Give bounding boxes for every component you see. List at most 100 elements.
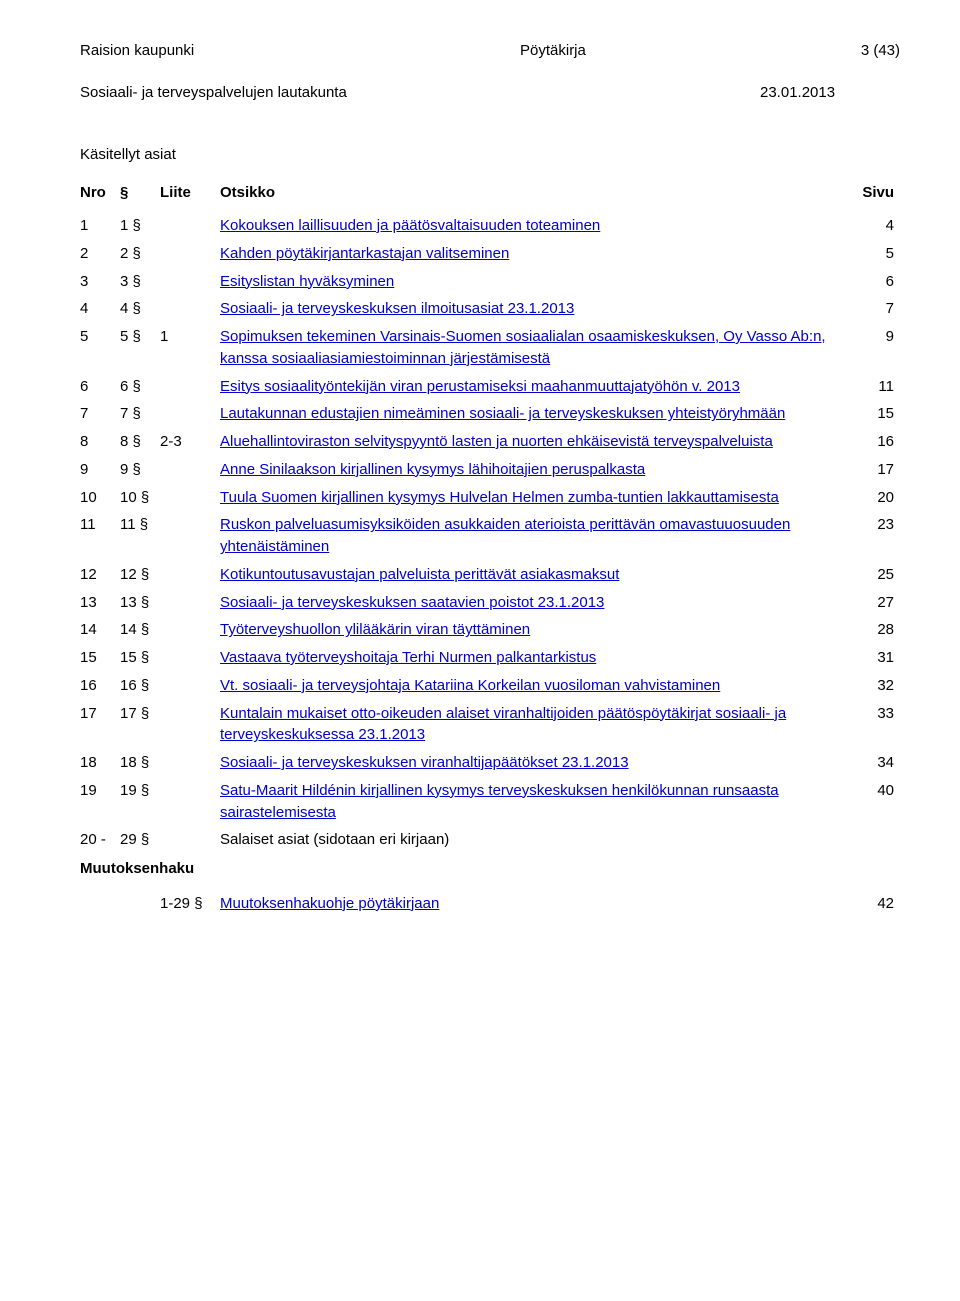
cell-nro: 2 <box>80 240 120 268</box>
cell-nro: 3 <box>80 268 120 296</box>
cell-page: 15 <box>850 400 900 428</box>
cell-title-link[interactable]: Aluehallintoviraston selvityspyyntö last… <box>220 428 850 456</box>
salaiset-sec: 29 § <box>120 826 160 854</box>
cell-sec: 9 § <box>120 456 160 484</box>
page-header: Raision kaupunki Pöytäkirja 3 (43) <box>80 40 900 62</box>
cell-nro: 9 <box>80 456 120 484</box>
cell-sec: 14 § <box>120 616 160 644</box>
cell-title-link[interactable]: Sosiaali- ja terveyskeskuksen saatavien … <box>220 589 850 617</box>
cell-liite <box>160 373 220 401</box>
mh-empty1 <box>80 890 120 918</box>
cell-sec: 16 § <box>120 672 160 700</box>
salaiset-page <box>850 826 900 854</box>
cell-page: 16 <box>850 428 900 456</box>
cell-liite <box>160 400 220 428</box>
cell-title-link[interactable]: Satu-Maarit Hildénin kirjallinen kysymys… <box>220 777 850 827</box>
table-row: 11 §Kokouksen laillisuuden ja päätösvalt… <box>80 212 900 240</box>
col-page: Sivu <box>850 179 900 212</box>
cell-nro: 17 <box>80 700 120 750</box>
agenda-table: Nro § Liite Otsikko Sivu 11 §Kokouksen l… <box>80 179 900 854</box>
cell-title-link[interactable]: Sosiaali- ja terveyskeskuksen ilmoitusas… <box>220 295 850 323</box>
cell-title-link[interactable]: Esitys sosiaalityöntekijän viran perusta… <box>220 373 850 401</box>
cell-title-link[interactable]: Kokouksen laillisuuden ja päätösvaltaisu… <box>220 212 850 240</box>
mh-liite: 1-29 § <box>160 890 220 918</box>
cell-liite <box>160 561 220 589</box>
cell-nro: 11 <box>80 511 120 561</box>
cell-nro: 4 <box>80 295 120 323</box>
cell-title-link[interactable]: Työterveyshuollon ylilääkärin viran täyt… <box>220 616 850 644</box>
cell-liite <box>160 672 220 700</box>
cell-nro: 15 <box>80 644 120 672</box>
table-header-row: Nro § Liite Otsikko Sivu <box>80 179 900 212</box>
mh-title[interactable]: Muutoksenhakuohje pöytäkirjaan <box>220 890 850 918</box>
cell-page: 32 <box>850 672 900 700</box>
table-row: 99 § Anne Sinilaakson kirjallinen kysymys… <box>80 456 900 484</box>
page-subheader: Sosiaali- ja terveyspalvelujen lautakunt… <box>80 82 900 104</box>
cell-nro: 19 <box>80 777 120 827</box>
header-page: 3 (43) <box>820 40 900 62</box>
cell-title-link[interactable]: Kuntalain mukaiset otto-oikeuden alaiset… <box>220 700 850 750</box>
cell-page: 31 <box>850 644 900 672</box>
muutoksenhaku-table: 1-29 § Muutoksenhakuohje pöytäkirjaan 42 <box>80 890 900 918</box>
cell-nro: 12 <box>80 561 120 589</box>
cell-title-link[interactable]: Vt. sosiaali- ja terveysjohtaja Katariin… <box>220 672 850 700</box>
cell-title-link[interactable]: Anne Sinilaakson kirjallinen kysymys läh… <box>220 456 850 484</box>
table-row: 1717 § Kuntalain mukaiset otto-oikeuden a… <box>80 700 900 750</box>
cell-page: 20 <box>850 484 900 512</box>
cell-page: 4 <box>850 212 900 240</box>
cell-title-link[interactable]: Tuula Suomen kirjallinen kysymys Hulvela… <box>220 484 850 512</box>
col-title: Otsikko <box>220 179 850 212</box>
cell-sec: 5 § <box>120 323 160 373</box>
cell-nro: 10 <box>80 484 120 512</box>
salaiset-row: 20 -29 §Salaiset asiat (sidotaan eri kir… <box>80 826 900 854</box>
cell-sec: 10 § <box>120 484 160 512</box>
cell-nro: 7 <box>80 400 120 428</box>
cell-sec: 2 § <box>120 240 160 268</box>
cell-title-link[interactable]: Kotikuntoutusavustajan palveluista perit… <box>220 561 850 589</box>
table-row: 1212 § Kotikuntoutusavustajan palveluista… <box>80 561 900 589</box>
mh-empty2 <box>120 890 160 918</box>
cell-page: 25 <box>850 561 900 589</box>
table-row: 1010 § Tuula Suomen kirjallinen kysymys H… <box>80 484 900 512</box>
cell-page: 40 <box>850 777 900 827</box>
cell-title-link[interactable]: Lautakunnan edustajien nimeäminen sosiaa… <box>220 400 850 428</box>
cell-liite <box>160 749 220 777</box>
table-row: 66 §Esitys sosiaalityöntekijän viran per… <box>80 373 900 401</box>
cell-sec: 12 § <box>120 561 160 589</box>
col-nro: Nro <box>80 179 120 212</box>
table-row: 1515 § Vastaava työterveyshoitaja Terhi … <box>80 644 900 672</box>
salaiset-nro: 20 - <box>80 826 120 854</box>
cell-title-link[interactable]: Kahden pöytäkirjantarkastajan valitsemin… <box>220 240 850 268</box>
col-sec: § <box>120 179 160 212</box>
header-org: Raision kaupunki <box>80 40 380 62</box>
cell-page: 27 <box>850 589 900 617</box>
salaiset-liite <box>160 826 220 854</box>
cell-sec: 6 § <box>120 373 160 401</box>
header-committee: Sosiaali- ja terveyspalvelujen lautakunt… <box>80 82 760 104</box>
table-row: 33 §Esityslistan hyväksyminen6 <box>80 268 900 296</box>
cell-title-link[interactable]: Vastaava työterveyshoitaja Terhi Nurmen … <box>220 644 850 672</box>
cell-page: 9 <box>850 323 900 373</box>
cell-sec: 13 § <box>120 589 160 617</box>
cell-title-link[interactable]: Ruskon palveluasumisyksiköiden asukkaide… <box>220 511 850 561</box>
header-doc: Pöytäkirja <box>380 40 820 62</box>
cell-nro: 5 <box>80 323 120 373</box>
cell-title-link[interactable]: Sosiaali- ja terveyskeskuksen viranhalti… <box>220 749 850 777</box>
cell-liite: 1 <box>160 323 220 373</box>
cell-liite <box>160 268 220 296</box>
cell-sec: 19 § <box>120 777 160 827</box>
cell-liite <box>160 777 220 827</box>
cell-sec: 17 § <box>120 700 160 750</box>
cell-nro: 13 <box>80 589 120 617</box>
cell-title-link[interactable]: Sopimuksen tekeminen Varsinais-Suomen so… <box>220 323 850 373</box>
cell-sec: 11 § <box>120 511 160 561</box>
cell-page: 6 <box>850 268 900 296</box>
cell-liite <box>160 212 220 240</box>
cell-sec: 1 § <box>120 212 160 240</box>
table-row: 22 § Kahden pöytäkirjantarkastajan valits… <box>80 240 900 268</box>
cell-title-link[interactable]: Esityslistan hyväksyminen <box>220 268 850 296</box>
table-row: 1616 §Vt. sosiaali- ja terveysjohtaja Ka… <box>80 672 900 700</box>
cell-liite <box>160 240 220 268</box>
cell-liite <box>160 511 220 561</box>
cell-liite <box>160 484 220 512</box>
